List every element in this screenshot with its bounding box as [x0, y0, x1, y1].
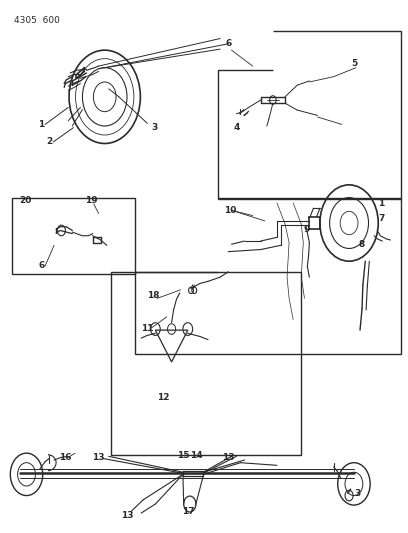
Text: 17: 17 — [182, 507, 195, 516]
Bar — [11, 198, 135, 274]
Text: 14: 14 — [190, 451, 202, 461]
Text: 1: 1 — [38, 120, 44, 129]
Text: 4: 4 — [234, 123, 240, 132]
Text: 4305  600: 4305 600 — [13, 15, 60, 25]
Text: 3: 3 — [355, 489, 361, 498]
Text: 6: 6 — [39, 262, 45, 270]
Text: 7: 7 — [378, 214, 385, 223]
Text: 2: 2 — [46, 138, 52, 147]
Bar — [111, 272, 301, 455]
Text: 16: 16 — [59, 453, 72, 462]
Text: 10: 10 — [224, 206, 237, 215]
Text: 19: 19 — [84, 196, 97, 205]
Text: 6: 6 — [225, 39, 231, 49]
Text: 3: 3 — [151, 123, 157, 132]
Text: 13: 13 — [121, 511, 133, 520]
Text: 13: 13 — [222, 453, 235, 462]
Text: 13: 13 — [91, 453, 104, 462]
Text: 20: 20 — [20, 196, 32, 205]
Text: 11: 11 — [141, 324, 153, 333]
Text: 9: 9 — [303, 225, 310, 234]
Text: 5: 5 — [351, 60, 357, 68]
Text: 1: 1 — [378, 199, 385, 208]
Text: 15: 15 — [177, 451, 189, 461]
Text: 12: 12 — [157, 393, 169, 402]
Text: 18: 18 — [147, 291, 160, 300]
Text: 8: 8 — [358, 240, 364, 249]
